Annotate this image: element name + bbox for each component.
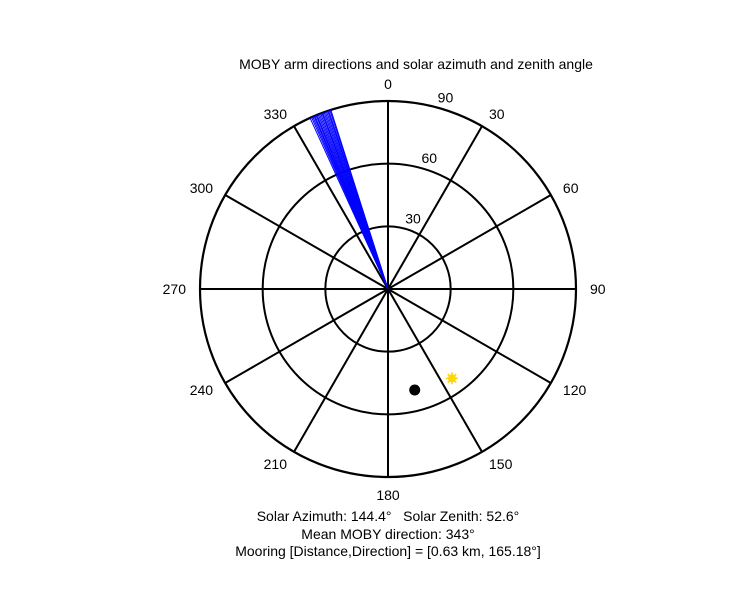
angle-tick-label-210: 210 (264, 456, 288, 472)
spoke-240 (224, 288, 389, 384)
plot-title: MOBY arm directions and solar azimuth an… (239, 56, 593, 72)
solar-azimuth-text: Solar Azimuth: 144.4° (256, 508, 392, 524)
angle-tick-label-60: 60 (563, 180, 579, 196)
markers (409, 372, 458, 396)
caption-line-1: Solar Azimuth: 144.4° Solar Zenith: 52.6… (0, 508, 750, 524)
mooring-marker (409, 384, 421, 396)
angle-tick-label-90: 90 (590, 281, 606, 297)
tick-labels: 0 30 60 90 120 150 180 210 240 270 300 330 30 60 90 (163, 76, 606, 503)
angle-tick-label-300: 300 (190, 180, 214, 196)
spoke-60 (387, 194, 552, 290)
mooring-info-text: Mooring [Distance,Direction] = [0.63 km,… (235, 543, 541, 559)
spoke-30 (387, 125, 483, 290)
sun-marker (445, 372, 458, 385)
radial-tick-label-60: 60 (421, 150, 437, 166)
angle-tick-label-180: 180 (376, 487, 400, 503)
arm-direction-line-18 (330, 109, 389, 290)
angle-tick-label-270: 270 (163, 281, 187, 297)
spoke-300 (224, 194, 389, 290)
spoke-210 (293, 288, 389, 453)
spoke-120 (387, 288, 552, 384)
angle-tick-label-330: 330 (264, 106, 288, 122)
radial-tick-label-30: 30 (405, 210, 421, 226)
angle-tick-label-30: 30 (489, 106, 505, 122)
spoke-150 (387, 288, 483, 453)
mean-moby-direction-text: Mean MOBY direction: 343° (301, 526, 475, 542)
angle-tick-label-0: 0 (384, 76, 392, 92)
solar-zenith-text: Solar Zenith: 52.6° (403, 508, 520, 524)
angle-tick-label-240: 240 (190, 382, 214, 398)
sun-marker-ray-7 (451, 373, 457, 379)
polar-grid (198, 99, 578, 479)
spoke-330 (293, 125, 389, 290)
angle-tick-label-120: 120 (563, 382, 587, 398)
radial-tick-label-90: 90 (438, 89, 454, 105)
arm-direction-lines (309, 109, 389, 290)
angle-tick-label-150: 150 (489, 456, 513, 472)
